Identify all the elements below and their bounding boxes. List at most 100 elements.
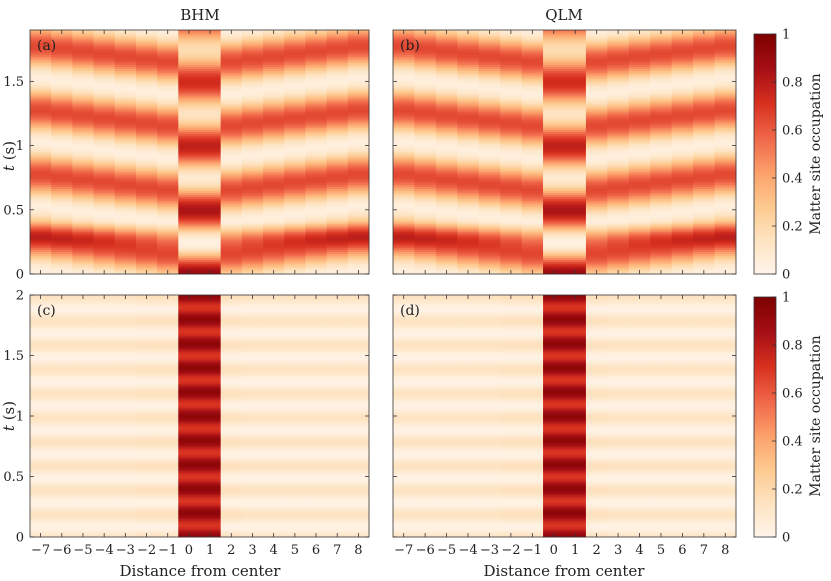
heatmap-cell: [93, 430, 116, 433]
heatmap-cell: [135, 335, 158, 338]
heatmap-cell: [585, 154, 608, 157]
heatmap-cell: [263, 239, 285, 242]
heatmap-cell: [650, 172, 673, 175]
heatmap-cell: [178, 235, 200, 238]
heatmap-cell: [178, 520, 200, 524]
heatmap-cell: [72, 180, 94, 183]
heatmap-cell: [199, 389, 222, 393]
heatmap-cell: [157, 329, 179, 332]
heatmap-cell: [263, 123, 285, 126]
heatmap-cell: [478, 200, 501, 204]
heatmap-cell: [478, 78, 501, 82]
heatmap-cell: [284, 215, 306, 218]
heatmap-cell: [435, 107, 458, 110]
heatmap-cell: [714, 125, 737, 128]
heatmap-cell: [650, 253, 673, 257]
heatmap-cell: [305, 145, 328, 149]
heatmap-cell: [199, 133, 222, 137]
heatmap-cell: [241, 198, 264, 202]
heatmap-cell: [607, 210, 630, 214]
heatmap-cell: [543, 251, 565, 255]
heatmap-cell: [72, 468, 94, 471]
heatmap-cell: [414, 88, 437, 92]
heatmap-cell: [714, 249, 737, 253]
heatmap-cell: [500, 223, 523, 226]
heatmap-cell: [93, 428, 116, 431]
heatmap-cell: [284, 119, 306, 122]
heatmap-cell: [671, 229, 694, 232]
heatmap-cell: [30, 317, 52, 320]
heatmap-cell: [393, 52, 415, 55]
heatmap-cell: [500, 263, 523, 267]
heatmap-cell: [500, 178, 523, 181]
heatmap-cell: [435, 267, 458, 271]
heatmap-cell: [543, 158, 565, 161]
heatmap-cell: [650, 176, 673, 179]
heatmap-cell: [564, 93, 587, 96]
heatmap-cell: [607, 93, 630, 96]
heatmap-cell: [72, 436, 94, 439]
heatmap-cell: [457, 84, 480, 88]
heatmap-cell: [543, 182, 565, 185]
heatmap-cell: [135, 131, 158, 135]
heatmap-cell: [72, 466, 94, 469]
heatmap-cell: [135, 355, 158, 358]
heatmap-cell: [241, 251, 264, 255]
heatmap-cell: [414, 190, 437, 194]
heatmap-cell: [435, 115, 458, 118]
heatmap-cell: [72, 395, 94, 399]
heatmap-cell: [114, 52, 137, 55]
heatmap-cell: [51, 95, 73, 98]
heatmap-cell: [199, 56, 222, 59]
heatmap-cell: [114, 145, 137, 149]
heatmap-cell: [693, 48, 715, 51]
heatmap-cell: [693, 156, 715, 159]
heatmap-cell: [607, 225, 630, 228]
heatmap-cell: [693, 80, 715, 84]
heatmap-cell: [607, 237, 630, 240]
heatmap-cell: [114, 434, 137, 437]
heatmap-cell: [714, 38, 737, 41]
heatmap-cell: [72, 391, 94, 395]
heatmap-cell: [114, 158, 137, 161]
heatmap-cell: [628, 184, 651, 187]
heatmap-cell: [263, 86, 285, 90]
heatmap-cell: [93, 440, 116, 443]
heatmap-cell: [714, 145, 737, 149]
heatmap-cell: [714, 219, 737, 222]
heatmap-cell: [178, 470, 200, 473]
heatmap-cell: [199, 202, 222, 206]
heatmap-cell: [714, 149, 737, 153]
heatmap-cell: [241, 109, 264, 112]
heatmap-cell: [628, 158, 651, 161]
heatmap-cell: [93, 422, 116, 425]
heatmap-cell: [478, 178, 501, 181]
heatmap-cell: [650, 113, 673, 116]
heatmap-cell: [30, 80, 52, 84]
heatmap-cell: [51, 50, 73, 53]
heatmap-cell: [284, 186, 306, 189]
heatmap-cell: [564, 249, 587, 253]
heatmap-cell: [435, 172, 458, 175]
heatmap-cell: [435, 62, 458, 65]
heatmap-cell: [30, 172, 52, 175]
heatmap-cell: [157, 225, 179, 228]
heatmap-cell: [500, 66, 523, 70]
heatmap-cell: [93, 405, 116, 409]
heatmap-cell: [72, 86, 94, 90]
heatmap-cell: [326, 111, 349, 114]
heatmap-cell: [157, 123, 179, 126]
heatmap-cell: [671, 99, 694, 102]
heatmap-cell: [72, 68, 94, 72]
heatmap-cell: [543, 56, 565, 59]
heatmap-cell: [135, 141, 158, 145]
heatmap-cell: [135, 446, 158, 449]
heatmap-cell: [650, 56, 673, 59]
heatmap-cell: [93, 341, 116, 344]
heatmap-cell: [521, 243, 544, 246]
heatmap-cell: [326, 194, 349, 198]
heatmap-cell: [30, 436, 52, 439]
heatmap-cell: [347, 125, 370, 128]
heatmap-cell: [135, 210, 158, 214]
heatmap-cell: [347, 225, 370, 228]
